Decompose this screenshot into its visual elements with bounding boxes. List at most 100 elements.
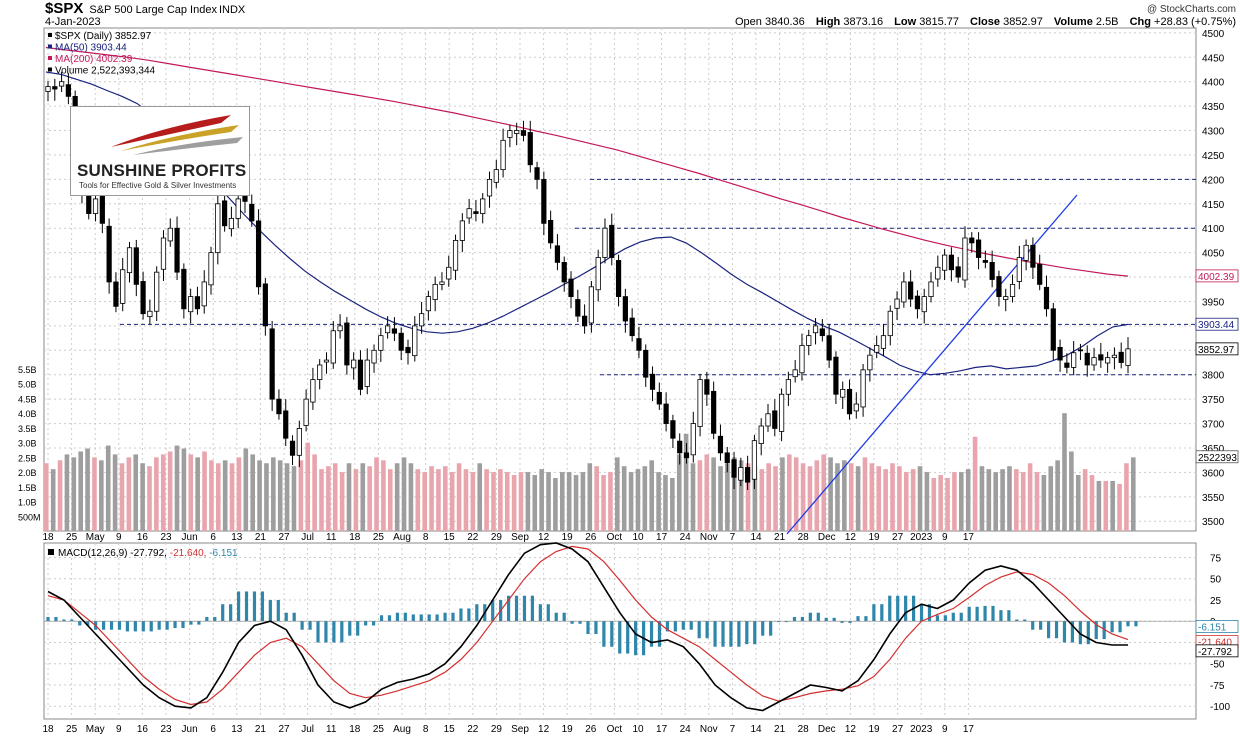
volume-bar xyxy=(917,466,923,531)
candle-body xyxy=(188,296,194,313)
macd-histogram-bar xyxy=(991,605,995,622)
macd-histogram-bar xyxy=(403,612,407,622)
candle-body xyxy=(412,325,418,357)
x-tick-label: 9 xyxy=(942,532,948,543)
y-tick-label: 4500 xyxy=(1202,29,1225,40)
volume-bar xyxy=(842,460,847,531)
candle-body xyxy=(615,260,622,297)
volume-bar xyxy=(64,454,70,531)
candle-body xyxy=(982,260,988,263)
x-tick-label: May xyxy=(86,724,105,735)
volume-bar xyxy=(1055,460,1060,531)
x-tick-label: 21 xyxy=(255,532,267,543)
volume-bar xyxy=(793,457,799,531)
x-tick-label: 9 xyxy=(942,724,948,735)
volume-bar xyxy=(965,469,971,531)
y-tick-label: 3600 xyxy=(1202,468,1225,479)
ma200-line xyxy=(45,46,1129,277)
x-tick-label: 14 xyxy=(750,724,762,735)
volume-bar xyxy=(78,451,83,531)
index-name: S&P 500 Large Cap Index xyxy=(89,4,217,16)
macd-histogram-bar xyxy=(530,595,535,622)
hist-tag-bg xyxy=(1195,620,1239,633)
macd-histogram-bar xyxy=(689,621,693,630)
candle-body xyxy=(174,227,180,273)
chg-value: +28.83 (+0.75%) xyxy=(1154,16,1236,28)
x-tick-label: 21 xyxy=(774,724,786,735)
ma50-tag-bg xyxy=(1195,317,1239,331)
legend-entry: $SPX (Daily) 3852.97 xyxy=(55,31,152,42)
x-tick-label: 12 xyxy=(845,532,857,543)
x-tick-label: 14 xyxy=(750,532,762,543)
macd-histogram-bar xyxy=(371,621,376,626)
volume-bar xyxy=(188,454,194,531)
volume-bar xyxy=(635,469,641,531)
x-tick-label: 8 xyxy=(423,532,429,543)
macd-histogram-bar xyxy=(506,595,511,622)
y-tick-label: 4400 xyxy=(1202,78,1225,89)
volume-bar xyxy=(855,466,861,531)
candle-body xyxy=(799,345,805,374)
candle-body xyxy=(242,195,248,202)
macd-histogram-bar xyxy=(395,612,400,622)
candle-body xyxy=(1016,257,1022,282)
volume-bar xyxy=(897,466,902,531)
macd-histogram-bar xyxy=(213,616,217,622)
macd-histogram-bar xyxy=(292,612,296,622)
candle-body xyxy=(894,298,900,309)
macd-histogram-bar xyxy=(141,621,145,632)
macd-histogram-bar xyxy=(1094,621,1098,640)
candle-body xyxy=(1125,348,1131,366)
volume-bar xyxy=(559,472,565,531)
candle-body xyxy=(235,198,241,219)
legend-entry: MA(50) 3903.44 xyxy=(55,43,127,54)
macd-tag: -27.792 xyxy=(1198,647,1232,658)
candle-body xyxy=(86,194,92,214)
macd-histogram-bar xyxy=(721,621,725,647)
candle-body xyxy=(500,139,506,171)
volume-bar xyxy=(945,477,950,531)
volume-bar xyxy=(862,457,868,531)
macd-histogram-bar xyxy=(1070,621,1075,643)
volume-bar xyxy=(312,454,317,531)
volume-bar xyxy=(759,469,765,531)
candle-body xyxy=(480,198,486,214)
macd-legend-swatch xyxy=(48,549,54,555)
volume-bar xyxy=(195,457,200,531)
y-tick-label: 4100 xyxy=(1202,224,1225,235)
volume-bar xyxy=(119,463,125,531)
candle-body xyxy=(636,338,642,351)
x-tick-label: 18 xyxy=(42,724,54,735)
candle-body xyxy=(466,208,472,219)
volume-bar xyxy=(869,463,875,531)
candle-body xyxy=(1003,296,1009,300)
volume-tick-label: 500M xyxy=(18,512,41,522)
ohlc-readout: Open 3840.36 High 3873.16 Low 3815.77 Cl… xyxy=(735,16,1236,28)
macd-histogram-bar xyxy=(570,621,574,624)
candle-body xyxy=(425,296,431,312)
macd-histogram-bar xyxy=(1126,621,1130,627)
candle-body xyxy=(874,345,880,353)
volume-bar xyxy=(615,457,620,531)
macd-tick-label: -100 xyxy=(1210,702,1230,713)
candle-body xyxy=(806,335,812,346)
x-tick-label: 27 xyxy=(278,724,290,735)
y-tick-label: 4300 xyxy=(1202,127,1225,138)
low-value: 3815.77 xyxy=(919,16,959,28)
volume-bar xyxy=(491,472,496,531)
macd-histogram-bar xyxy=(888,595,892,622)
y-tick-label: 4200 xyxy=(1202,175,1225,186)
volume-bar xyxy=(876,466,882,531)
volume-tick-label: 3.5B xyxy=(18,424,37,434)
y-tick-label: 4250 xyxy=(1202,151,1225,162)
x-tick-label: 11 xyxy=(326,724,337,735)
macd-histogram-bar xyxy=(229,604,233,622)
candle-body xyxy=(446,266,452,280)
volume-bar xyxy=(85,448,90,531)
volume-bar xyxy=(1089,475,1095,531)
macd-tick-label: 75 xyxy=(1210,553,1222,564)
candle-body xyxy=(1091,357,1097,366)
candle-body xyxy=(1057,346,1063,361)
x-tick-label: 13 xyxy=(231,532,243,543)
macd-histogram-bar xyxy=(967,606,971,622)
